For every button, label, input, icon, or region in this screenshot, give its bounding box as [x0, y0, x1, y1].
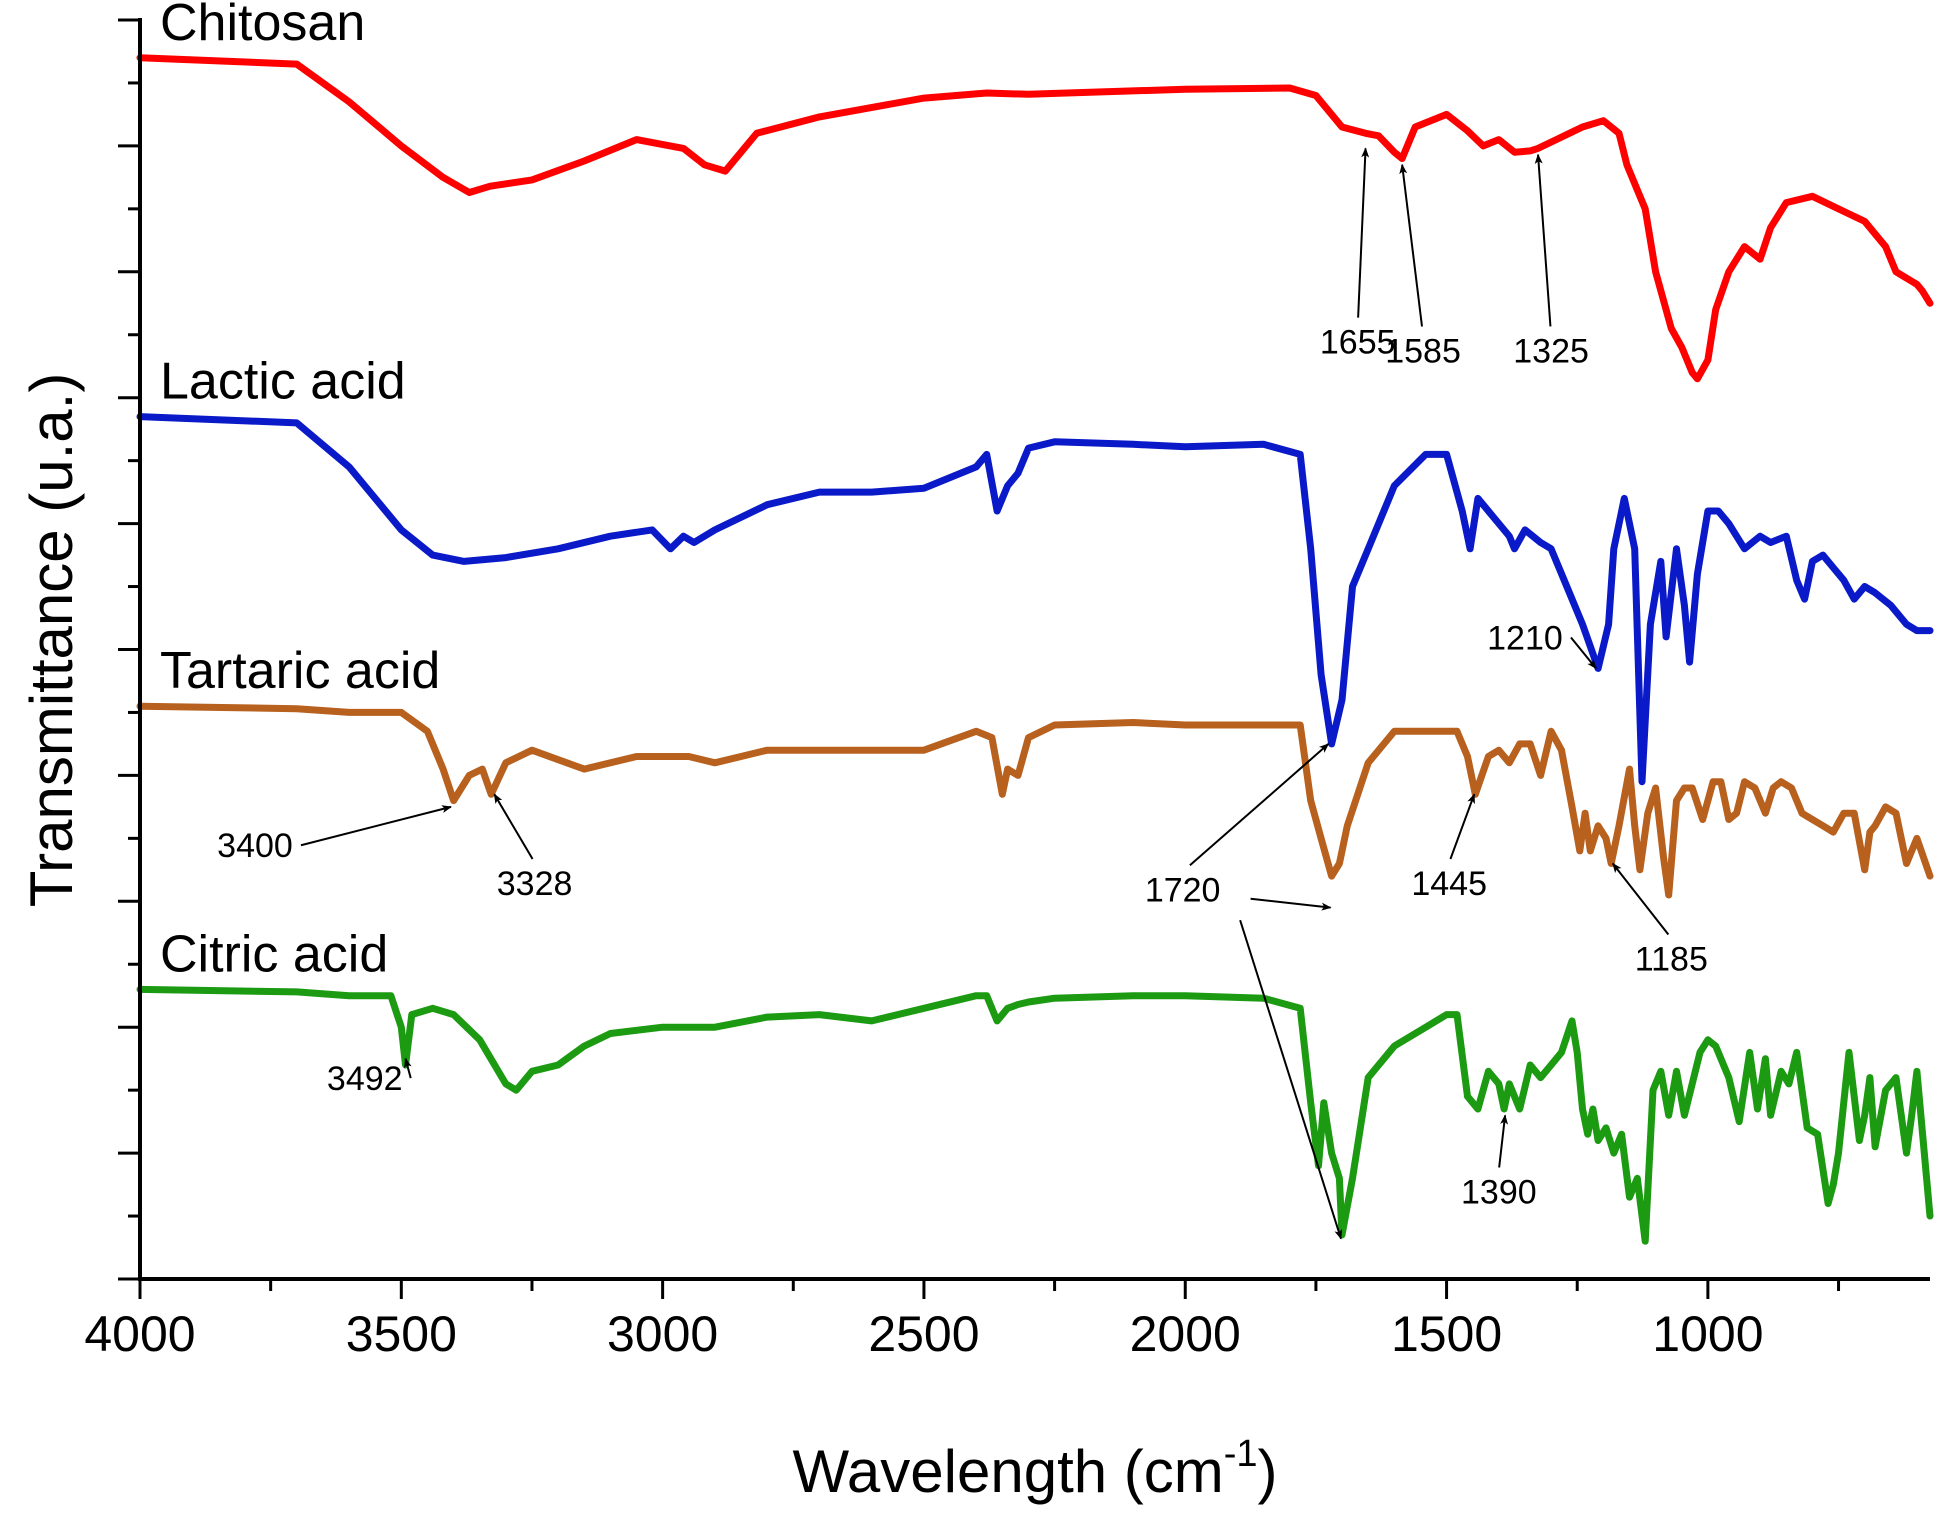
annotation-arrow-1720 — [1189, 743, 1330, 867]
annotation-label-3492: 3492 — [327, 1060, 403, 1098]
x-tick-label-1500: 1500 — [1391, 1306, 1502, 1362]
annotation-arrow-1210 — [1570, 636, 1597, 670]
annotation-label-1185: 1185 — [1635, 941, 1708, 979]
annotation-arrow-1720-extra-1 — [1250, 897, 1332, 911]
annotation-label-1585: 1585 — [1385, 332, 1461, 370]
annotation-arrow-1585 — [1399, 163, 1423, 327]
series-label-tartaric-acid: Tartaric acid — [160, 642, 440, 700]
series-line-chitosan — [136, 54, 1934, 383]
axes: 4000 3500 3000 2500 2000 1500 1000 — [84, 18, 1930, 1362]
plot-area: Chitosan Lactic acid Tartaric acid Citric a… — [84, 0, 1934, 1362]
y-axis-title: Transmittance (u.a.) — [18, 373, 85, 908]
annotation-label-1325: 1325 — [1513, 332, 1589, 370]
annotation-arrow-1390 — [1498, 1114, 1509, 1168]
x-tick-label-3500: 3500 — [346, 1306, 457, 1362]
series-line-lactic-acid — [136, 413, 1934, 786]
series-line-tartaric-acid — [136, 702, 1934, 899]
annotation-arrow-1720-extra-2 — [1239, 919, 1343, 1240]
x-axis-title: Wavelength (cm-1) — [792, 1433, 1277, 1505]
series-layer: Chitosan Lactic acid Tartaric acid Citric a… — [136, 0, 1934, 1245]
annotation-arrow-1325 — [1534, 153, 1552, 327]
series-label-chitosan: Chitosan — [160, 0, 365, 52]
x-tick-label-4000: 4000 — [84, 1306, 195, 1362]
x-tick-label-1000: 1000 — [1652, 1306, 1763, 1362]
series-label-citric-acid: Citric acid — [160, 925, 388, 983]
annotation-label-1210: 1210 — [1487, 620, 1563, 658]
x-tick-label-3000: 3000 — [607, 1306, 718, 1362]
annotation-arrow-3492 — [403, 1057, 412, 1079]
annotation-label-1390: 1390 — [1461, 1173, 1537, 1211]
x-tick-label-2000: 2000 — [1130, 1306, 1241, 1362]
annotation-label-3400: 3400 — [217, 827, 293, 865]
annotation-arrow-1445 — [1449, 793, 1476, 860]
annotation-arrow-3400 — [300, 805, 452, 847]
annotation-arrow-1185 — [1611, 862, 1670, 936]
series-label-lactic-acid: Lactic acid — [160, 353, 406, 411]
annotation-arrow-3328 — [493, 793, 534, 860]
annotation-label-1445: 1445 — [1411, 865, 1487, 903]
x-tick-label-2500: 2500 — [868, 1306, 979, 1362]
annotation-label-1720: 1720 — [1145, 871, 1221, 909]
annotation-arrow-1655 — [1357, 147, 1370, 318]
annotation-label-3328: 3328 — [497, 865, 573, 903]
annotation-label-1655: 1655 — [1320, 324, 1396, 362]
series-line-citric-acid — [136, 985, 1934, 1245]
